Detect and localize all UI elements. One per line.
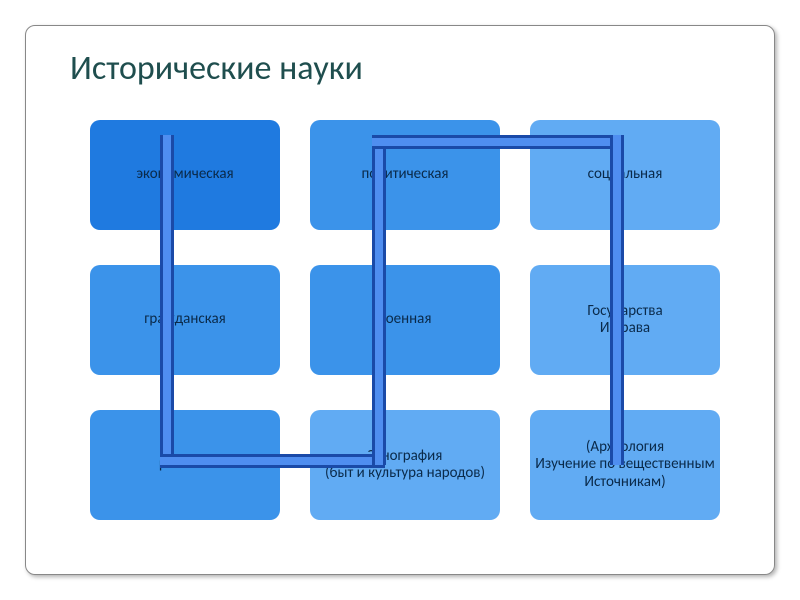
cell-text: социальная <box>588 166 663 183</box>
grid-cell-2-1: Этнография(быт и культура народов) <box>310 410 500 520</box>
grid-cell-0-1: политическая <box>310 120 500 230</box>
cell-text: политическая <box>362 166 449 183</box>
grid-cell-1-1: военная <box>310 265 500 375</box>
slide: Исторические науки экономическая политиче… <box>0 0 800 600</box>
grid-cell-2-0: религии <box>90 410 280 520</box>
cell-text: Этнография <box>368 448 443 465</box>
grid-cell-0-0: экономическая <box>90 120 280 230</box>
grid-cell-1-0: гражданская <box>90 265 280 375</box>
cell-text: экономическая <box>136 166 233 183</box>
cell-text: Источникам) <box>584 474 665 491</box>
cell-text: (Археология <box>586 439 664 456</box>
cell-text: Государства <box>587 303 662 320</box>
cell-text: Изучение по вещественным <box>535 456 714 473</box>
cell-text: И права <box>600 320 650 337</box>
cell-text: гражданская <box>144 311 226 328</box>
grid-cell-0-2: социальная <box>530 120 720 230</box>
cell-text: религии <box>159 456 211 473</box>
grid-cell-2-2: (АрхеологияИзучение по вещественнымИсточ… <box>530 410 720 520</box>
grid-cell-1-2: ГосударстваИ права <box>530 265 720 375</box>
cell-text: (быт и культура народов) <box>325 465 485 482</box>
cell-text: военная <box>379 311 432 328</box>
page-title: Исторические науки <box>70 48 363 89</box>
